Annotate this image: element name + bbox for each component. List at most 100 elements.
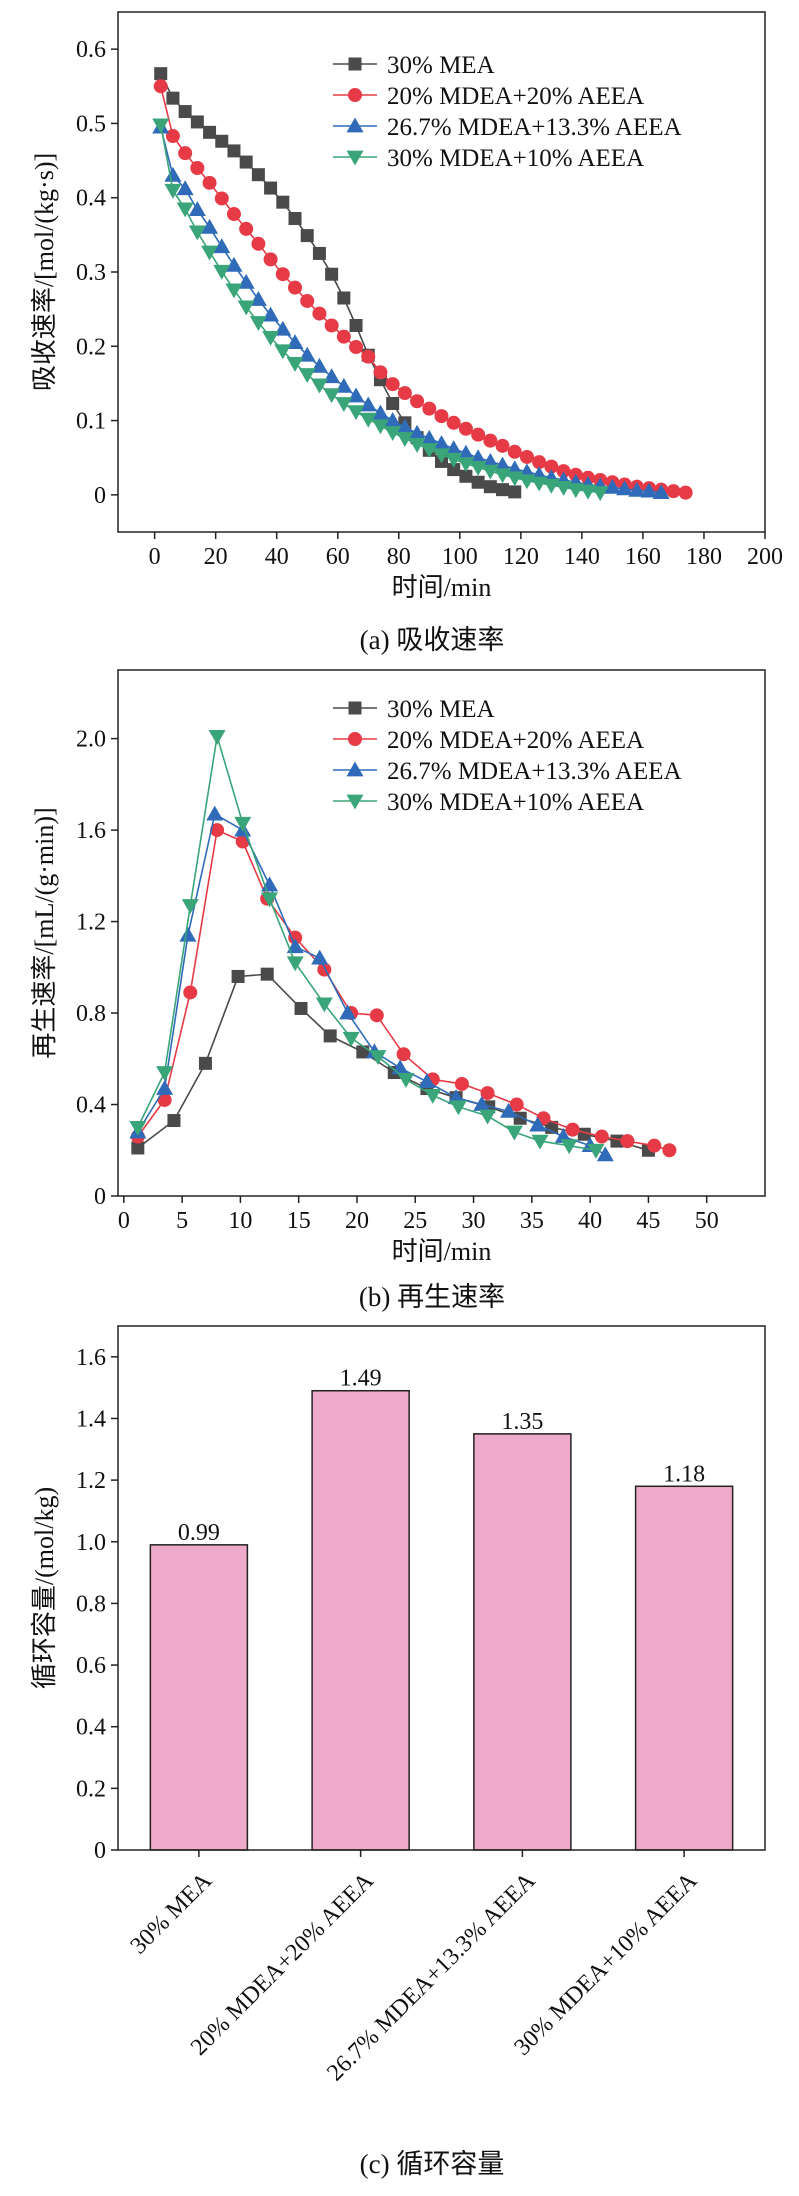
bar-value-label: 1.35 (501, 1409, 543, 1435)
y-tick-label: 0.5 (76, 111, 106, 137)
data-point (555, 481, 573, 496)
y-tick-label: 0.4 (76, 1093, 106, 1119)
legend-label: 30% MEA (387, 52, 495, 79)
data-point (591, 486, 609, 502)
y-tick-label: 1.4 (76, 1406, 106, 1432)
data-point (251, 168, 265, 182)
data-point (495, 438, 510, 453)
data-point (164, 166, 182, 182)
x-tick-label: 45 (636, 1208, 660, 1234)
data-point (190, 161, 205, 175)
x-tick-label: 50 (695, 1208, 719, 1234)
data-point (214, 191, 229, 206)
data-point (315, 997, 333, 1013)
data-point (300, 293, 315, 308)
data-point (652, 484, 670, 500)
data-point (203, 125, 217, 139)
data-point (396, 418, 414, 434)
data-point (288, 280, 303, 295)
x-tick-label: 200 (747, 544, 783, 570)
series-line (137, 736, 597, 1152)
data-point (359, 396, 377, 412)
data-point (424, 1088, 442, 1104)
legend-marker (346, 794, 364, 810)
data-point (225, 256, 243, 272)
data-point (206, 805, 224, 821)
legend-label: 30% MDEA+10% AEEA (387, 789, 644, 816)
data-point (201, 218, 219, 234)
data-point (339, 1004, 357, 1020)
x-tick-label: 30 (462, 1208, 486, 1234)
data-point (678, 485, 693, 500)
data-point (176, 180, 194, 196)
data-point (518, 474, 536, 490)
data-point (396, 1047, 411, 1062)
data-point (323, 1029, 337, 1043)
data-point (311, 949, 329, 965)
data-point (312, 306, 327, 321)
data-point (202, 175, 217, 190)
x-tick-label: 0 (118, 1208, 130, 1234)
data-point (505, 1125, 523, 1141)
x-tick-label: 0 (149, 544, 161, 570)
data-point (556, 464, 571, 479)
y-tick-label: 0.4 (76, 186, 106, 212)
data-point (213, 264, 231, 280)
data-point (529, 1116, 547, 1132)
data-point (188, 201, 206, 216)
data-point (154, 67, 168, 81)
caption-b: (b) 再生速率 (359, 1282, 505, 1312)
data-point (369, 1050, 387, 1065)
data-point (369, 1008, 384, 1023)
data-point (131, 1141, 145, 1155)
data-point (458, 421, 473, 436)
legend-marker (346, 150, 364, 166)
data-point (226, 207, 241, 222)
data-point (519, 449, 534, 464)
y-tick-label: 1.2 (76, 1468, 106, 1494)
y-tick-label: 1.6 (76, 1345, 106, 1371)
data-point (210, 823, 225, 838)
data-point (496, 483, 510, 497)
y-tick-label: 2.0 (76, 727, 106, 753)
series-30-mdea-10-aeea (152, 118, 609, 502)
data-point (385, 377, 400, 392)
plot-frame (117, 669, 766, 1197)
data-point (483, 480, 497, 494)
data-point (544, 459, 559, 474)
data-point (178, 105, 192, 119)
data-point (433, 448, 450, 464)
data-point (408, 437, 426, 453)
data-point (156, 1066, 174, 1082)
y-tick-label: 0.2 (76, 334, 106, 360)
data-point (447, 463, 461, 477)
data-point (178, 146, 193, 161)
data-point (264, 181, 278, 195)
data-point (294, 1001, 308, 1015)
data-point (469, 449, 487, 465)
y-tick-label: 1.0 (76, 1530, 106, 1556)
x-tick-label: 140 (564, 544, 600, 570)
series-line (137, 812, 606, 1156)
data-point (251, 236, 266, 251)
data-point (579, 484, 597, 500)
data-point (153, 79, 168, 94)
data-point (181, 899, 199, 915)
data-point (371, 404, 389, 420)
x-tick-label: 10 (228, 1208, 252, 1234)
data-point (286, 956, 304, 972)
y-tick-label: 0.8 (76, 1591, 106, 1617)
x-tick-label: 60 (326, 544, 350, 570)
bar-30-mdea-10-aeea (634, 1485, 734, 1851)
series-20-mdea-20-aeea (130, 823, 677, 1158)
data-point (208, 729, 226, 745)
data-point (239, 155, 253, 169)
data-point (434, 409, 449, 424)
y-tick-label: 0 (94, 483, 106, 509)
x-tick-label: 20 (345, 1208, 369, 1234)
bar-value-label: 1.49 (340, 1366, 382, 1392)
data-point (157, 1092, 172, 1107)
data-point (620, 1134, 635, 1149)
regeneration-rate-chart: 0 5 10 15 20 25 30 35 40 45 50 0 0.4 0.8 1.2 1.6 2.0 时间/m… (30, 669, 766, 1266)
